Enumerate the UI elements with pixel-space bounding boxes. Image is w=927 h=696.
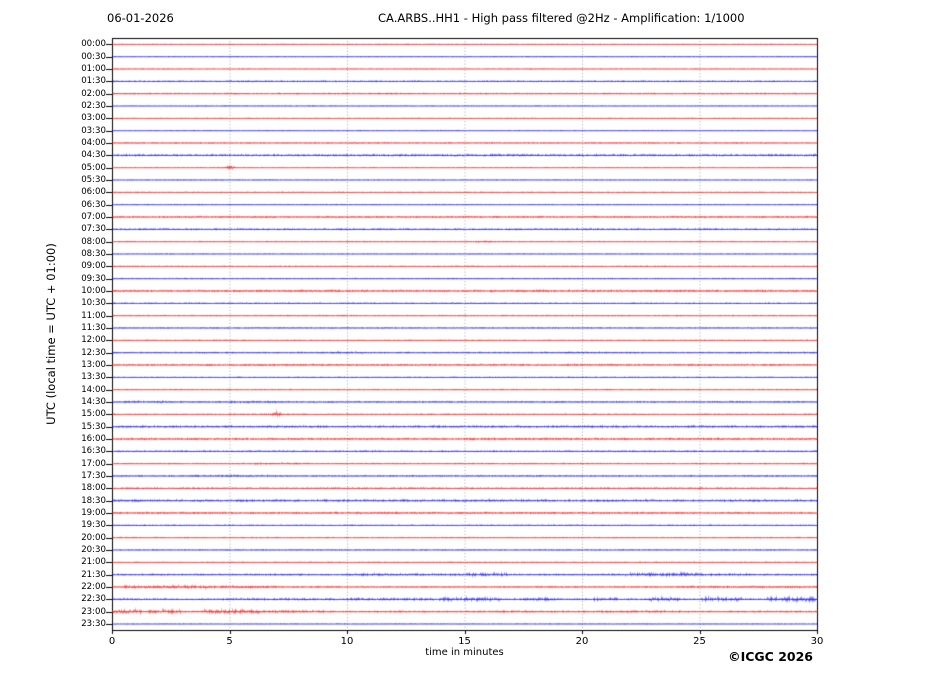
y-tick-label: 23:30 — [81, 618, 106, 629]
y-tick-label: 10:30 — [81, 298, 106, 309]
y-tick-label: 18:00 — [81, 483, 106, 494]
y-tick-label: 22:30 — [81, 594, 106, 605]
y-tick-label: 15:00 — [81, 409, 106, 420]
y-tick-label: 08:30 — [81, 248, 106, 259]
y-tick-label: 19:30 — [81, 520, 106, 531]
y-tick-label: 05:30 — [81, 174, 106, 185]
y-tick-label: 06:00 — [81, 187, 106, 198]
y-tick-label: 21:00 — [81, 557, 106, 568]
y-tick-label: 20:00 — [81, 532, 106, 543]
y-tick-label: 04:30 — [81, 150, 106, 161]
y-tick-label: 10:00 — [81, 285, 106, 296]
x-axis-label: time in minutes — [425, 647, 504, 658]
x-tick-label: 5 — [226, 636, 233, 647]
y-tick-label: 12:30 — [81, 347, 106, 358]
y-tick-label: 12:00 — [81, 335, 106, 346]
y-tick-label: 22:00 — [81, 581, 106, 592]
x-tick-label: 20 — [575, 636, 589, 647]
y-tick-label: 17:30 — [81, 470, 106, 481]
x-tick-label: 25 — [693, 636, 706, 647]
y-tick-label: 00:30 — [81, 51, 106, 62]
x-tick-label: 10 — [340, 636, 354, 647]
y-tick-label: 02:30 — [81, 100, 106, 111]
y-tick-label: 03:30 — [81, 125, 106, 136]
y-tick-label: 17:00 — [81, 458, 106, 469]
y-tick-label: 01:00 — [81, 63, 106, 74]
y-tick-label: 18:30 — [81, 495, 106, 506]
y-tick-label: 11:30 — [81, 322, 106, 333]
y-tick-label: 13:30 — [81, 372, 106, 383]
x-tick-label: 15 — [458, 636, 471, 647]
y-tick-label: 07:30 — [81, 224, 106, 235]
copyright-label: ©ICGC 2026 — [728, 649, 813, 664]
y-tick-label: 08:00 — [81, 236, 106, 247]
y-tick-label: 04:00 — [81, 137, 106, 148]
x-tick-label: 0 — [108, 636, 116, 647]
y-tick-label: 05:00 — [81, 162, 106, 173]
y-tick-label: 16:00 — [81, 433, 106, 444]
y-tick-label: 00:00 — [81, 39, 106, 50]
y-tick-label: 09:00 — [81, 261, 106, 272]
y-tick-label: 20:30 — [81, 544, 106, 555]
y-tick-label: 21:30 — [81, 569, 106, 580]
y-tick-label: 11:00 — [81, 310, 106, 321]
y-tick-label: 19:00 — [81, 507, 106, 518]
y-tick-label: 01:30 — [81, 76, 106, 87]
y-tick-label: 16:30 — [81, 446, 106, 457]
y-tick-label: 23:00 — [81, 606, 106, 617]
y-tick-label: 15:30 — [81, 421, 106, 432]
y-tick-label: 03:00 — [81, 113, 106, 124]
y-tick-label: 13:00 — [81, 359, 106, 370]
y-tick-label: 07:00 — [81, 211, 106, 222]
y-tick-label: 06:30 — [81, 199, 106, 210]
y-tick-label: 09:30 — [81, 273, 106, 284]
y-tick-label: 14:00 — [81, 384, 106, 395]
y-tick-label: 14:30 — [81, 396, 106, 407]
x-tick-label: 30 — [810, 636, 824, 647]
date-label: 06-01-2026 — [107, 11, 174, 25]
y-tick-label: 02:00 — [81, 88, 106, 99]
plot-title: CA.ARBS..HH1 - High pass filtered @2Hz -… — [378, 11, 745, 25]
